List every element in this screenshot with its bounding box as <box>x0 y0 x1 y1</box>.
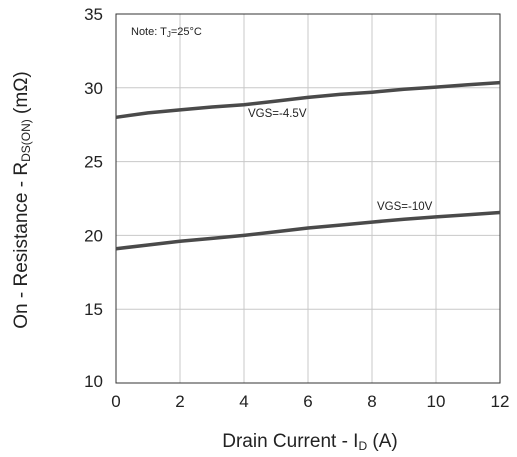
x-tick-labels: 0 2 4 6 8 10 12 <box>111 392 509 411</box>
y-axis-title: On - Resistance - RDS(ON) (mΩ) <box>11 71 33 328</box>
x-tick-label: 0 <box>111 392 120 411</box>
series-label-vgs-10v: VGS=-10V <box>377 201 433 213</box>
y-tick-label: 30 <box>84 79 103 98</box>
note-suffix: =25°C <box>171 26 202 38</box>
y-axis-title-tail: (mΩ) <box>11 71 32 119</box>
y-axis-title-main: On - Resistance - R <box>11 162 32 329</box>
series-lines <box>115 80 501 251</box>
x-axis-title-tail: (A) <box>367 431 398 452</box>
x-tick-label: 12 <box>491 392 510 411</box>
y-tick-label: 10 <box>84 372 103 391</box>
y-tick-label: 35 <box>84 5 103 24</box>
x-axis-title-main: Drain Current - I <box>222 431 358 452</box>
x-tick-label: 6 <box>303 392 312 411</box>
series-line-vgs-4-5v <box>115 80 501 120</box>
y-tick-labels: 10 15 20 25 30 35 <box>84 5 103 391</box>
note-prefix: Note: T <box>131 26 167 38</box>
x-axis-title: Drain Current - ID (A) <box>222 431 397 453</box>
grid-lines <box>116 14 500 383</box>
note-label: Note: TJ=25°C <box>131 26 202 39</box>
y-axis-title-subscript: DS(ON) <box>19 119 33 162</box>
note-subscript: J <box>167 30 171 39</box>
y-tick-label: 15 <box>84 300 103 319</box>
y-tick-label: 20 <box>84 226 103 245</box>
series-label-vgs-4-5v: VGS=-4.5V <box>248 108 307 120</box>
x-tick-label: 4 <box>239 392 248 411</box>
plot-frame <box>115 13 501 384</box>
y-tick-label: 25 <box>84 153 103 172</box>
x-axis-title-subscript: D <box>358 439 367 453</box>
x-tick-label: 2 <box>175 392 184 411</box>
x-tick-label: 8 <box>367 392 376 411</box>
x-tick-label: 10 <box>427 392 446 411</box>
series-line-vgs-10v <box>115 210 501 251</box>
